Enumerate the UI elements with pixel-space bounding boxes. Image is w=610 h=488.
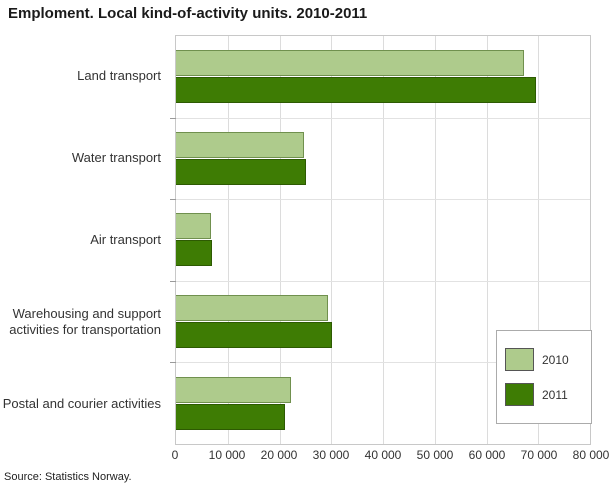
bar-group bbox=[176, 362, 590, 444]
legend-swatch-2011 bbox=[505, 383, 534, 406]
y-axis-tick bbox=[170, 362, 176, 364]
y-axis-tick bbox=[170, 117, 176, 119]
x-tick-label: 20 000 bbox=[260, 448, 298, 462]
y-axis-category-labels: Land transport Water transport Air transpo… bbox=[0, 35, 168, 445]
x-tick-label: 0 bbox=[171, 448, 179, 462]
category-label: Air transport bbox=[90, 231, 161, 247]
x-tick-label: 30 000 bbox=[312, 448, 350, 462]
x-tick-label: 80 000 bbox=[572, 448, 610, 462]
bar-group bbox=[176, 118, 590, 200]
bar-2011 bbox=[176, 240, 213, 267]
vertical-gridline bbox=[486, 36, 488, 444]
vertical-gridline bbox=[538, 36, 540, 444]
x-tick-label: 50 000 bbox=[416, 448, 454, 462]
category-label: Postal and courier activities bbox=[2, 395, 161, 411]
bar-2010 bbox=[176, 376, 291, 403]
chart-title: Emploment. Local kind-of-activity units.… bbox=[8, 5, 368, 22]
bar-group bbox=[176, 36, 590, 118]
plot-area bbox=[170, 35, 591, 445]
source-note: Source: Statistics Norway. bbox=[4, 471, 132, 483]
vertical-gridline bbox=[434, 36, 436, 444]
legend-label: 2011 bbox=[542, 387, 568, 402]
vertical-gridline bbox=[279, 36, 281, 444]
bar-2011 bbox=[176, 322, 332, 349]
bar-2011 bbox=[176, 158, 307, 185]
legend-swatch-2010 bbox=[505, 348, 534, 371]
x-tick-label: 70 000 bbox=[520, 448, 558, 462]
bar-2010 bbox=[176, 131, 305, 158]
y-axis-tick bbox=[170, 280, 176, 282]
category-label: Water transport bbox=[71, 149, 161, 165]
bar-2011 bbox=[176, 403, 285, 430]
category-label: Land transport bbox=[77, 67, 161, 83]
bar-2010 bbox=[176, 50, 525, 77]
bar-group bbox=[176, 281, 590, 363]
y-axis-tick bbox=[170, 199, 176, 201]
x-tick-label: 10 000 bbox=[208, 448, 246, 462]
legend-entry: 2011 bbox=[505, 383, 591, 406]
horizontal-gridline bbox=[176, 199, 590, 201]
vertical-gridline bbox=[383, 36, 384, 444]
bar-group bbox=[176, 199, 590, 281]
x-axis: 0 10 000 20 000 30 000 40 000 50 000 60 000 70 … bbox=[0, 448, 610, 464]
x-tick-label: 40 000 bbox=[364, 448, 402, 462]
horizontal-gridline bbox=[176, 362, 590, 364]
legend-entry: 2010 bbox=[505, 348, 591, 371]
bar-2010 bbox=[176, 213, 211, 240]
bar-2011 bbox=[176, 77, 536, 104]
horizontal-gridline bbox=[176, 280, 590, 282]
category-label: Warehousing and support activities for t… bbox=[9, 305, 161, 337]
horizontal-gridline bbox=[176, 117, 590, 119]
legend-label: 2010 bbox=[542, 352, 569, 367]
vertical-gridline bbox=[331, 36, 333, 444]
legend: 2010 2011 bbox=[496, 330, 592, 424]
x-tick-label: 60 000 bbox=[468, 448, 506, 462]
vertical-gridline bbox=[227, 36, 229, 444]
bar-2010 bbox=[176, 295, 329, 322]
